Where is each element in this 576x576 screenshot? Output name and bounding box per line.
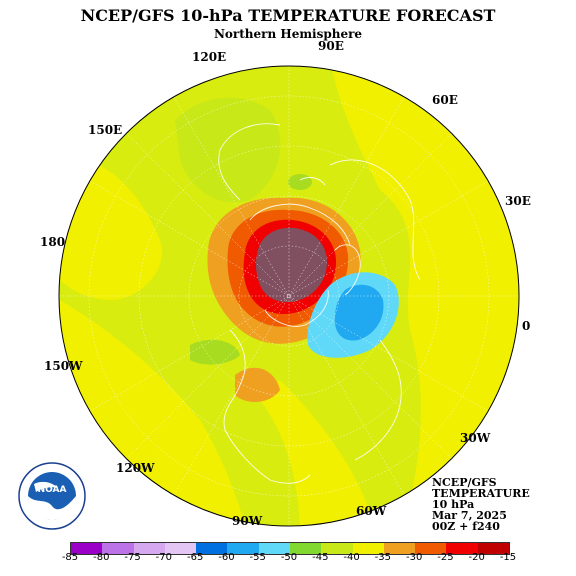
colorbar-tick-label: -25	[437, 552, 454, 563]
yellow-field-northwest	[60, 158, 162, 300]
lon-label-60e: 60E	[432, 93, 458, 107]
info-variable: TEMPERATURE	[432, 487, 530, 500]
colorbar-swatch	[102, 543, 134, 554]
colorbar-tick-label: -20	[468, 552, 485, 563]
lon-label-180: 180	[40, 235, 66, 249]
colorbar-swatch	[446, 543, 478, 554]
cold-pool-inner	[334, 284, 384, 341]
colorbar-tick-label: -80	[93, 552, 110, 563]
info-level: 10 hPa	[432, 498, 475, 511]
map-border	[58, 65, 520, 527]
colorbar-swatch	[383, 543, 416, 554]
lon-label-90w: 90W	[232, 514, 263, 528]
green-patch-siberia	[175, 97, 281, 203]
yellow-band-south	[260, 380, 380, 526]
page-subtitle: Northern Hemisphere	[213, 27, 363, 41]
colorbar-tick-label: -15	[499, 552, 517, 563]
colorbar-swatch	[164, 543, 197, 554]
colorbar-swatch	[196, 543, 228, 554]
lon-label-150e: 150E	[88, 123, 123, 137]
colorbar-tick-label: -40	[343, 552, 360, 563]
coastlines	[218, 123, 421, 484]
warm-core	[255, 227, 327, 303]
noaa-logo: NOAA	[18, 462, 86, 530]
svg-text:NOAA: NOAA	[38, 485, 67, 495]
colorbar-swatch	[133, 543, 165, 554]
colorbar-tick-label: -35	[374, 552, 392, 563]
colorbar-tick-label: -60	[218, 552, 235, 563]
colorbar	[70, 542, 510, 555]
colorbar-tick-label: -30	[405, 552, 423, 563]
colorbar-swatch	[258, 543, 290, 554]
colorbar-swatch	[477, 543, 509, 554]
lon-label-60w: 60W	[356, 504, 387, 518]
graticule	[59, 66, 519, 526]
lon-label-0: 0	[522, 319, 531, 333]
lon-label-120e: 120E	[192, 50, 227, 64]
colorbar-labels: -85 -80 -75 -70 -65 -60 -55 -50 -45 -40 -35 -30 -25 -…	[62, 552, 516, 566]
colorbar-swatch	[352, 543, 384, 554]
colorbar-tick-label: -55	[249, 552, 266, 563]
colorbar-tick-label: -75	[124, 552, 141, 563]
colorbar-swatch	[289, 543, 322, 554]
lon-label-120w: 120W	[116, 461, 155, 475]
colorbar-tick-label: -65	[186, 552, 204, 563]
colorbar-tick-label: -45	[312, 552, 329, 563]
colorbar-swatch	[227, 543, 259, 554]
colorbar-tick-label: -50	[280, 552, 298, 563]
green-patch-asia	[288, 174, 312, 190]
lon-label-30w: 30W	[460, 431, 491, 445]
info-model: NCEP/GFS	[432, 476, 497, 489]
forecast-info: NCEP/GFS TEMPERATURE 10 hPa Mar 7, 2025 …	[432, 477, 530, 532]
info-time: 00Z + f240	[432, 520, 500, 533]
colorbar-swatch	[321, 543, 353, 554]
colorbar-swatch	[71, 543, 103, 554]
colorbar-swatch	[415, 543, 447, 554]
lon-label-150w: 150W	[44, 359, 83, 373]
colorbar-tick-label: -70	[155, 552, 173, 563]
lon-label-90e: 90E	[318, 39, 344, 53]
info-date: Mar 7, 2025	[432, 509, 507, 522]
orange-patch-pacific	[235, 367, 280, 402]
lon-label-30e: 30E	[505, 194, 531, 208]
page-title: NCEP/GFS 10-hPa TEMPERATURE FORECAST	[80, 6, 496, 25]
colorbar-tick-label: -85	[61, 552, 79, 563]
